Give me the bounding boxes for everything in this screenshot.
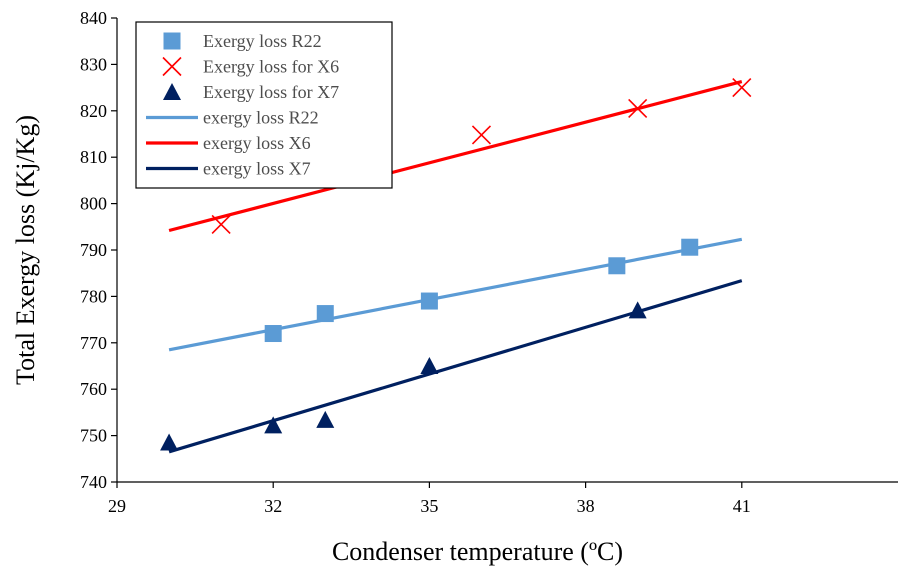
data-point-exergy-loss-r22 bbox=[608, 257, 626, 275]
trend-line-exergy-loss-x7 bbox=[168, 279, 743, 454]
trend-line-exergy-loss-x6 bbox=[168, 80, 743, 233]
legend-marker bbox=[162, 56, 182, 77]
y-tick-label: 770 bbox=[80, 333, 107, 353]
data-point-exergy-loss-for-x7 bbox=[264, 416, 283, 434]
data-point-exergy-loss-for-x6 bbox=[732, 78, 752, 98]
y-tick-label: 760 bbox=[80, 379, 107, 399]
data-point-exergy-loss-for-x6 bbox=[628, 98, 648, 119]
legend-box bbox=[135, 21, 393, 189]
y-tick-label: 740 bbox=[80, 472, 107, 492]
data-point-exergy-loss-r22 bbox=[264, 325, 282, 343]
data-point-exergy-loss-for-x7 bbox=[420, 357, 439, 374]
legend-marker bbox=[163, 83, 181, 100]
legend: Exergy loss R22 Exergy loss for X6 Exergy … bbox=[135, 21, 393, 189]
legend-label: Exergy loss for X7 bbox=[203, 82, 339, 102]
legend-label: Exergy loss R22 bbox=[203, 31, 322, 51]
y-tick-label: 750 bbox=[80, 426, 107, 446]
legend-label: exergy loss R22 bbox=[203, 108, 319, 128]
legend-label: exergy loss X7 bbox=[203, 159, 311, 179]
data-point-exergy-loss-r22 bbox=[681, 238, 699, 256]
y-tick-label: 820 bbox=[80, 101, 107, 121]
legend-marker bbox=[163, 32, 181, 50]
y-axis-title: Total Exergy loss (Kj/Kg) bbox=[11, 115, 40, 385]
data-point-exergy-loss-r22 bbox=[316, 305, 334, 323]
data-point-exergy-loss-for-x7 bbox=[316, 410, 335, 428]
legend-label: exergy loss X6 bbox=[203, 133, 311, 153]
x-tick-label: 29 bbox=[108, 496, 126, 516]
data-point-exergy-loss-for-x6 bbox=[471, 125, 492, 145]
y-tick-label: 810 bbox=[80, 147, 107, 167]
data-point-exergy-loss-for-x7 bbox=[628, 301, 647, 319]
x-ticks: 29 32 35 38 41 bbox=[108, 482, 751, 516]
y-tick-label: 780 bbox=[80, 286, 107, 306]
y-ticks: 740 750 760 770 780 790 800 810 820 830 840 bbox=[80, 8, 117, 492]
legend-label: Exergy loss for X6 bbox=[203, 57, 339, 77]
trend-line-exergy-loss-r22 bbox=[168, 237, 743, 352]
x-tick-label: 35 bbox=[420, 496, 438, 516]
data-point-exergy-loss-for-x6 bbox=[211, 214, 231, 235]
y-tick-label: 830 bbox=[80, 54, 107, 74]
x-tick-label: 38 bbox=[577, 496, 595, 516]
y-tick-label: 790 bbox=[80, 240, 107, 260]
y-tick-label: 840 bbox=[80, 8, 107, 28]
y-tick-label: 800 bbox=[80, 194, 107, 214]
data-point-exergy-loss-for-x7 bbox=[160, 433, 179, 451]
data-point-exergy-loss-r22 bbox=[420, 292, 438, 310]
x-axis-title: Condenser temperature (ºC) bbox=[332, 537, 623, 566]
x-tick-label: 32 bbox=[264, 496, 282, 516]
x-tick-label: 41 bbox=[733, 496, 751, 516]
plot-area bbox=[160, 78, 752, 454]
